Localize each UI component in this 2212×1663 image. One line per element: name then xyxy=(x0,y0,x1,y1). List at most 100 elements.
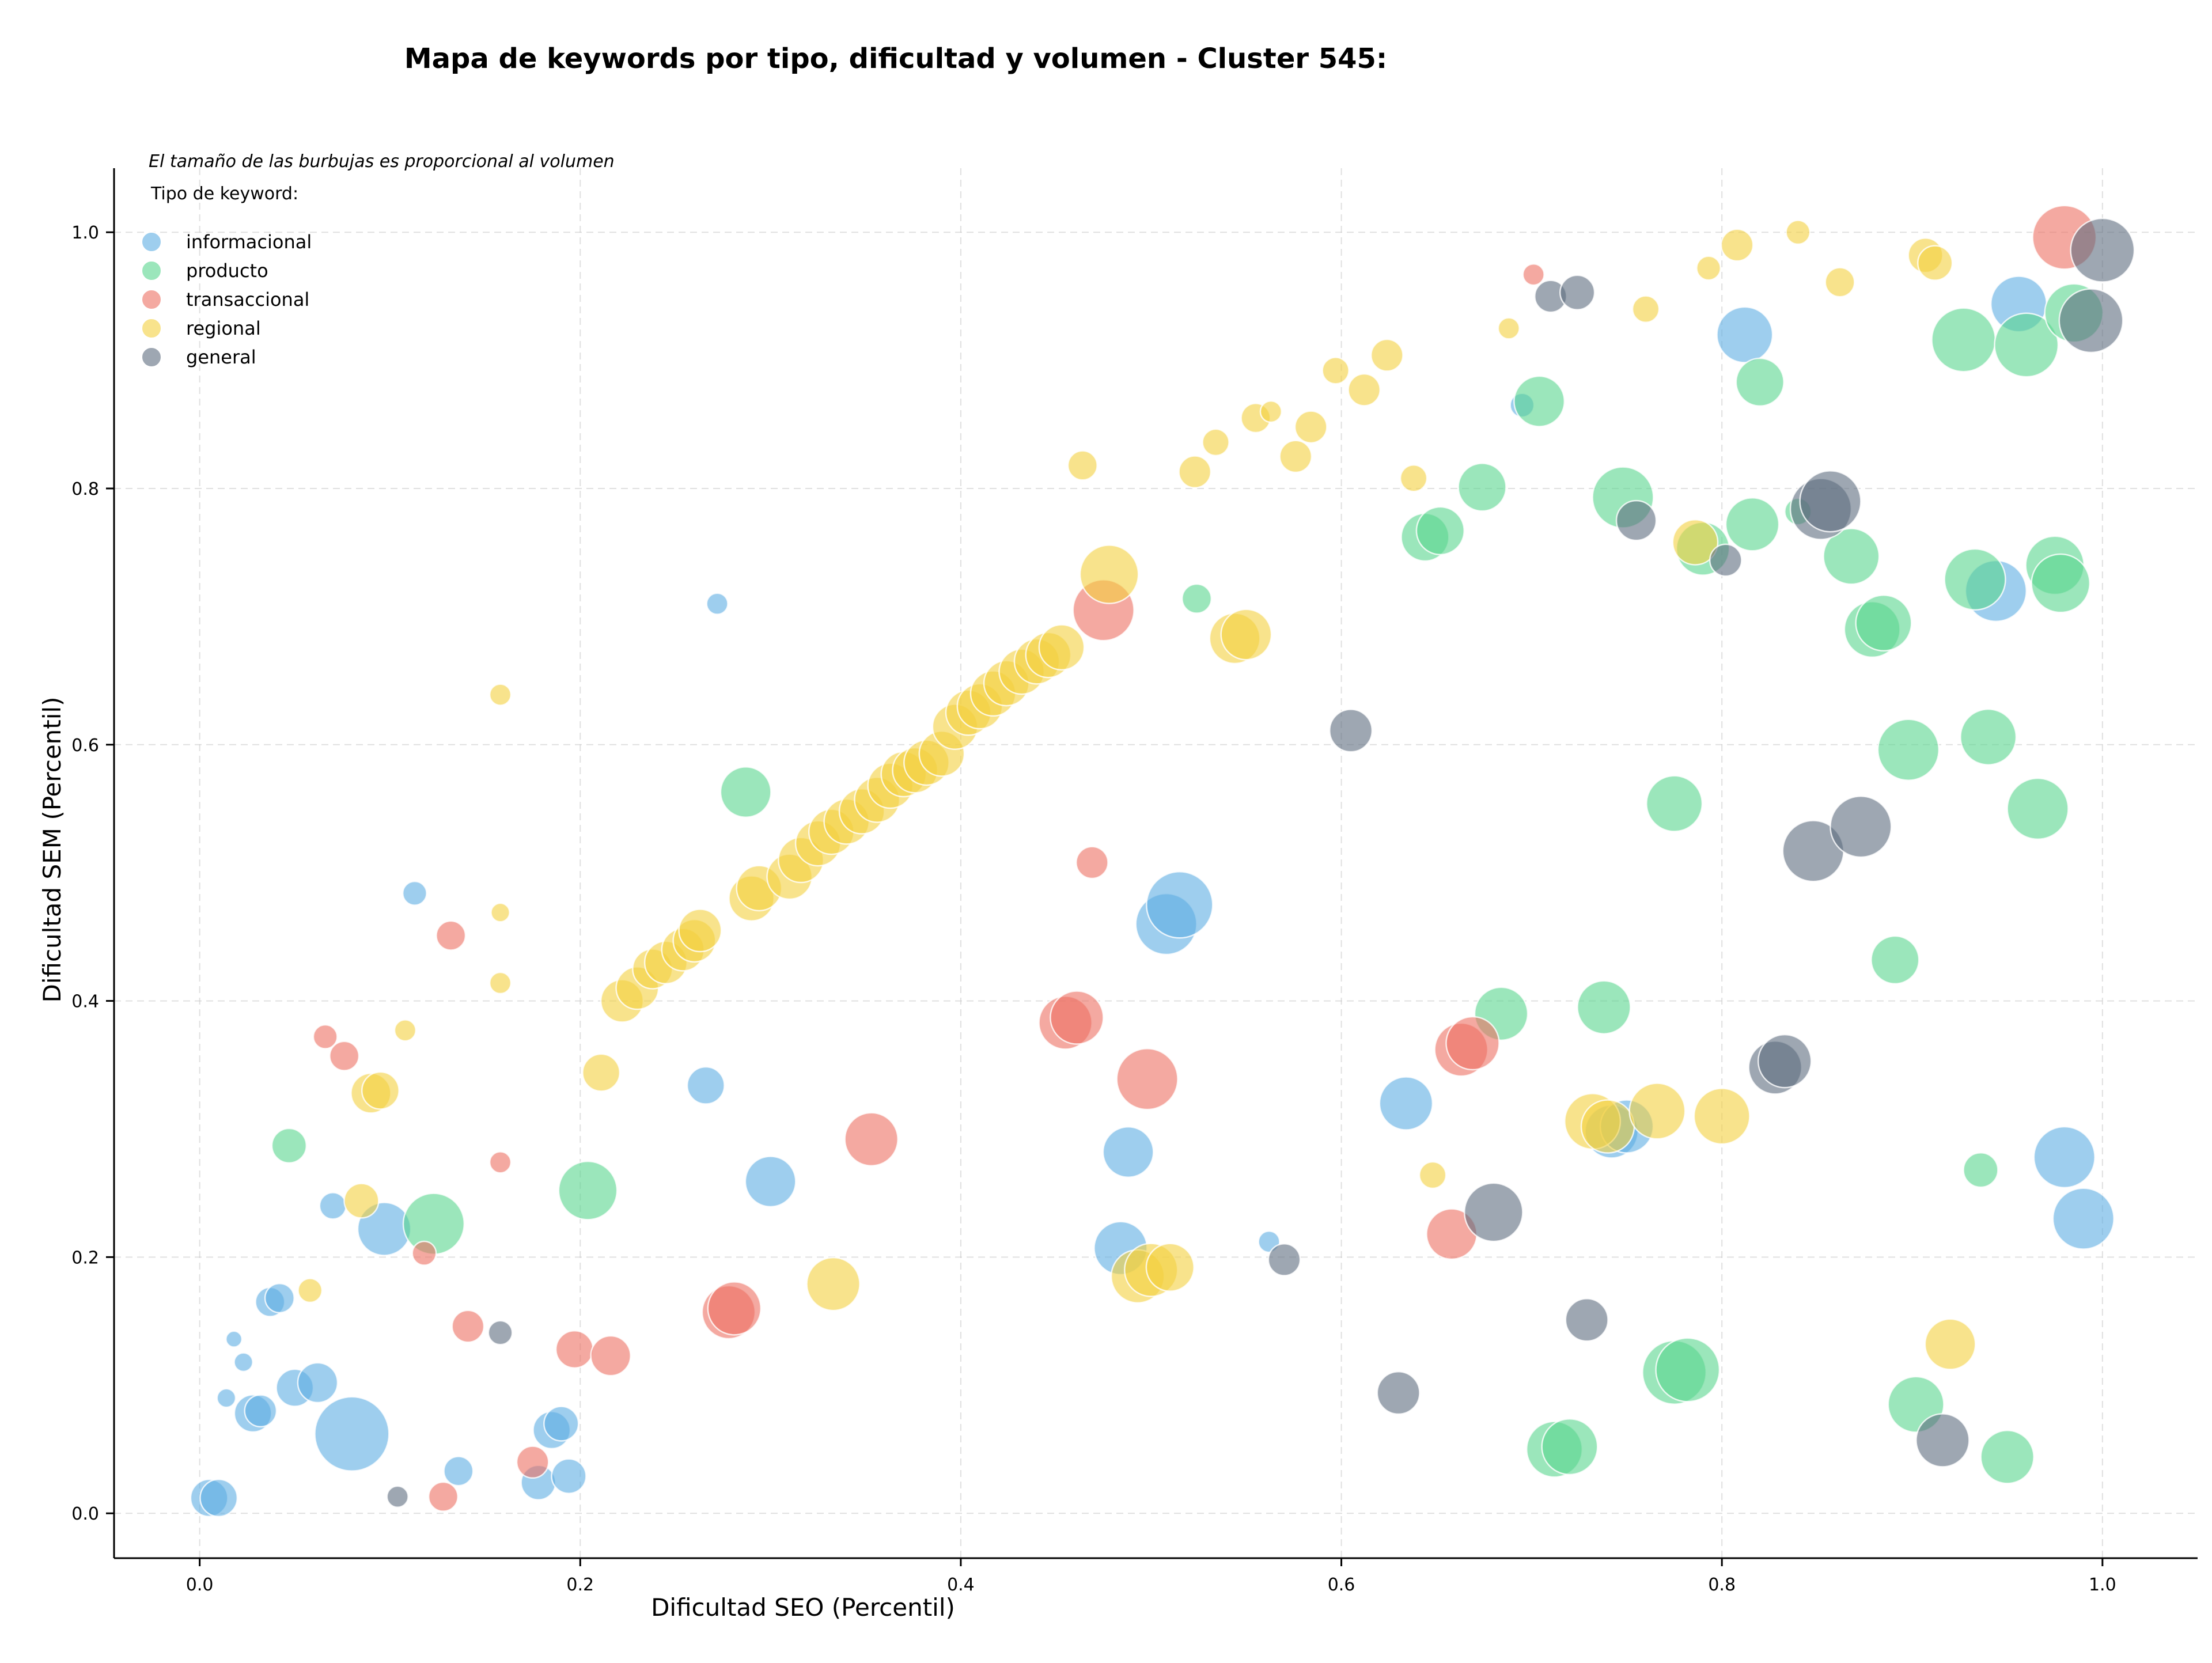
data-point-general xyxy=(1376,1371,1421,1415)
data-point-regional xyxy=(1067,450,1098,481)
data-point-informacional xyxy=(2033,1126,2096,1189)
legend-label-general: general xyxy=(186,346,256,368)
data-point-informacional xyxy=(233,1352,253,1373)
legend: Tipo de keyword: informacional producto tr… xyxy=(141,184,312,368)
data-point-informacional xyxy=(1378,1076,1434,1131)
legend-label-informacional: informacional xyxy=(186,231,312,253)
data-point-regional xyxy=(1038,624,1085,671)
data-point-producto xyxy=(2006,777,2069,840)
y-tick-label: 0.0 xyxy=(71,1504,99,1524)
x-axis-label: Dificultad SEO (Percentil) xyxy=(651,1593,955,1622)
data-point-regional xyxy=(1418,1161,1447,1190)
data-point-transaccional xyxy=(555,1330,594,1369)
data-point-general xyxy=(1709,543,1743,577)
data-point-regional xyxy=(1824,267,1855,298)
data-point-producto xyxy=(2031,553,2091,613)
y-tick-label: 0.6 xyxy=(71,736,99,756)
data-point-general xyxy=(1915,1413,1970,1468)
data-point-transaccional xyxy=(329,1040,360,1071)
data-point-regional xyxy=(678,908,722,953)
data-point-producto xyxy=(1823,528,1880,585)
data-point-regional xyxy=(1145,1242,1195,1292)
data-point-producto xyxy=(1415,506,1465,556)
x-tick-label: 0.0 xyxy=(186,1575,214,1595)
data-point-regional xyxy=(582,1053,621,1092)
data-point-producto xyxy=(1931,307,1997,373)
data-point-regional xyxy=(1497,317,1520,340)
data-point-general xyxy=(1463,1182,1524,1242)
data-point-regional xyxy=(490,902,510,923)
data-point-informacional xyxy=(264,1282,295,1314)
data-point-general xyxy=(1830,795,1892,858)
series-general xyxy=(386,217,2135,1508)
data-point-regional xyxy=(1924,1318,1976,1370)
data-point-informacional xyxy=(1716,306,1774,363)
data-point-general xyxy=(1799,470,1862,533)
legend-label-producto: producto xyxy=(186,260,268,282)
data-point-regional xyxy=(488,971,512,995)
data-point-transaccional xyxy=(1075,846,1109,880)
data-point-regional xyxy=(488,683,512,706)
data-point-informacional xyxy=(706,592,729,615)
data-point-producto xyxy=(1855,594,1912,652)
data-point-producto xyxy=(1655,1337,1721,1403)
data-point-informacional xyxy=(1102,1126,1154,1178)
data-point-regional xyxy=(1628,1082,1686,1140)
data-point-regional xyxy=(1321,357,1350,385)
data-point-regional xyxy=(1693,1088,1751,1145)
data-point-informacional xyxy=(402,880,427,906)
data-point-informacional xyxy=(225,1330,243,1348)
data-point-producto xyxy=(1963,1151,1999,1188)
data-point-transaccional xyxy=(435,920,467,951)
data-point-regional xyxy=(1178,455,1212,488)
data-point-regional xyxy=(297,1278,323,1304)
series-regional xyxy=(297,219,1976,1370)
data-point-regional xyxy=(1580,1099,1635,1154)
data-point-transaccional xyxy=(411,1240,437,1266)
data-point-regional xyxy=(343,1183,380,1219)
series-producto xyxy=(271,283,2104,1484)
data-point-producto xyxy=(1870,935,1920,985)
data-point-regional xyxy=(1279,440,1313,473)
data-point-regional xyxy=(1220,608,1272,661)
data-point-regional xyxy=(1696,255,1722,281)
data-point-producto xyxy=(1980,1430,2035,1484)
data-point-transaccional xyxy=(1445,1016,1500,1071)
data-point-informacional xyxy=(314,1396,390,1472)
volume-annotation: El tamaño de las burbujas es proporciona… xyxy=(149,151,615,172)
data-point-regional xyxy=(1202,428,1230,457)
data-point-transaccional xyxy=(1522,263,1545,286)
y-tick-label: 0.4 xyxy=(71,992,99,1012)
y-tick-label: 1.0 xyxy=(71,223,99,243)
x-tick-label: 0.8 xyxy=(1708,1575,1736,1595)
data-point-transaccional xyxy=(488,1151,512,1174)
data-point-producto xyxy=(1577,980,1631,1035)
data-point-transaccional xyxy=(844,1112,899,1167)
data-point-producto xyxy=(719,766,772,819)
data-point-informacional xyxy=(543,1406,579,1442)
legend-title: Tipo de keyword: xyxy=(150,184,298,204)
data-point-regional xyxy=(1917,245,1953,281)
x-tick-label: 0.2 xyxy=(566,1575,594,1595)
x-tick-label: 0.4 xyxy=(947,1575,975,1595)
legend-items: informacional producto transaccional region… xyxy=(141,231,312,368)
data-point-transaccional xyxy=(707,1281,762,1336)
data-point-general xyxy=(1329,709,1373,753)
legend-marker-transaccional xyxy=(141,289,162,310)
legend-marker-producto xyxy=(141,260,162,281)
data-point-general xyxy=(386,1485,409,1508)
data-point-informacional xyxy=(244,1394,278,1428)
data-point-general xyxy=(487,1320,513,1346)
data-point-producto xyxy=(558,1160,618,1221)
data-point-informacional xyxy=(551,1458,587,1494)
data-point-general xyxy=(1757,1033,1812,1089)
axes-layer: 0.0 0.2 0.4 0.6 0.8 1.0 0.0 0.2 0.4 0.6 0.8 1.0 xyxy=(71,168,2198,1595)
data-point-transaccional xyxy=(516,1445,550,1479)
legend-marker-regional xyxy=(141,318,162,339)
data-point-regional xyxy=(806,1256,861,1312)
data-point-producto xyxy=(1994,312,2059,378)
x-tick-label: 0.6 xyxy=(1328,1575,1355,1595)
data-point-regional xyxy=(1631,295,1660,323)
